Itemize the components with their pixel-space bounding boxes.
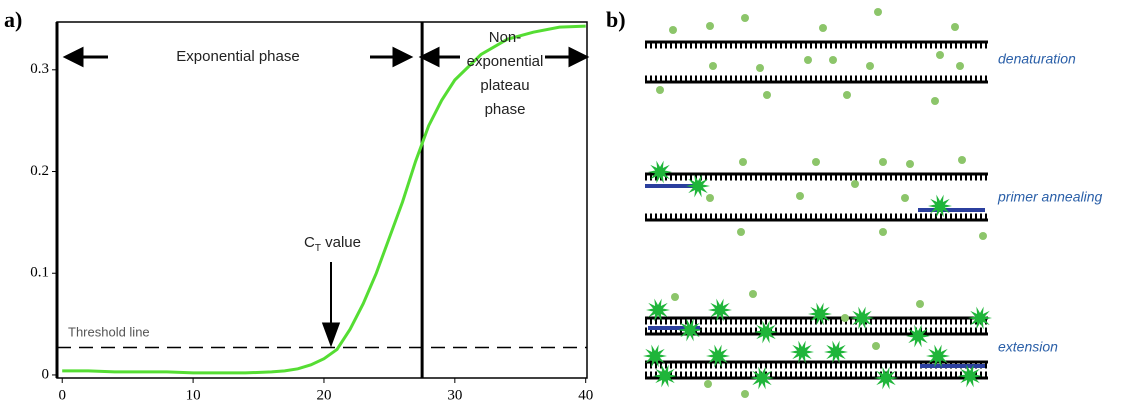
nucleotide (656, 86, 664, 94)
fluorescent-probe (850, 306, 874, 330)
nucleotide (851, 180, 859, 188)
annotation: plateau (480, 77, 529, 94)
y-tick-label: 0 (42, 366, 50, 382)
panel-label: a) (4, 7, 22, 32)
annotation: phase (485, 101, 526, 118)
nucleotide (763, 91, 771, 99)
nucleotide (901, 194, 909, 202)
fluorescent-probe (750, 366, 774, 390)
fluorescent-probe (646, 298, 670, 322)
fluorescent-probe (686, 174, 710, 198)
fluorescent-probe (874, 366, 898, 390)
nucleotide (874, 8, 882, 16)
step-label: extension (998, 339, 1058, 355)
nucleotide (951, 23, 959, 31)
nucleotide (956, 62, 964, 70)
nucleotide (979, 232, 987, 240)
nucleotide (737, 228, 745, 236)
phase-arrows (62, 46, 590, 348)
fluorescent-probe (824, 340, 848, 364)
fluorescent-probe (808, 302, 832, 326)
x-tick-label: 10 (186, 387, 201, 403)
fluorescent-probe (790, 340, 814, 364)
nucleotide (936, 51, 944, 59)
nucleotide (706, 194, 714, 202)
fluorescent-probe (928, 194, 952, 218)
nucleotide (931, 97, 939, 105)
nucleotide (741, 14, 749, 22)
annotation: CT value (304, 234, 361, 254)
nucleotide (879, 158, 887, 166)
data-line (62, 24, 586, 375)
nucleotide (709, 62, 717, 70)
ct-label: C (304, 234, 315, 251)
nucleotide (704, 380, 712, 388)
annotation: Threshold line (68, 324, 150, 339)
fluorescent-probe (968, 306, 992, 330)
nucleotide (829, 56, 837, 64)
x-tick-label: 40 (578, 387, 593, 403)
nucleotide (872, 342, 880, 350)
x-tick-label: 20 (316, 387, 331, 403)
fluorescent-probe (678, 318, 702, 342)
nucleotide (866, 62, 874, 70)
fluorescent-probe (653, 364, 677, 388)
nucleotide (804, 56, 812, 64)
nucleotide (879, 228, 887, 236)
fluorescent-probe (648, 160, 672, 184)
x-tick-label: 30 (447, 387, 462, 403)
fluorescent-probe (958, 364, 982, 388)
annotation: Non- (489, 29, 522, 46)
fluorescent-probe (706, 344, 730, 368)
nucleotide (906, 160, 914, 168)
nucleotide (958, 156, 966, 164)
nucleotide (756, 64, 764, 72)
nucleotide (749, 290, 757, 298)
ct-rest: value (321, 234, 361, 251)
step-label: denaturation (998, 51, 1076, 67)
nucleotide (669, 26, 677, 34)
y-tick-label: 0.3 (30, 61, 49, 77)
annotation: Exponential phase (176, 48, 299, 65)
nucleotide (916, 300, 924, 308)
fluorescent-probe (926, 344, 950, 368)
fluorescent-probe (643, 344, 667, 368)
pcr-diagram (643, 8, 992, 398)
nucleotide (796, 192, 804, 200)
y-tick-label: 0.1 (30, 265, 49, 281)
fluorescent-probe (754, 320, 778, 344)
y-tick-label: 0.2 (30, 163, 49, 179)
nucleotide (671, 293, 679, 301)
ct-sub: T (315, 243, 321, 254)
x-tick-label: 0 (58, 387, 66, 403)
nucleotide (819, 24, 827, 32)
fluorescent-probe (906, 324, 930, 348)
annotation: exponential (467, 53, 544, 70)
panel-label: b) (606, 7, 626, 32)
nucleotide (843, 91, 851, 99)
nucleotide (841, 314, 849, 322)
nucleotide (739, 158, 747, 166)
fluorescent-probe (708, 298, 732, 322)
step-label: primer annealing (997, 189, 1102, 205)
nucleotide (812, 158, 820, 166)
nucleotide (741, 390, 749, 398)
nucleotide (706, 22, 714, 30)
